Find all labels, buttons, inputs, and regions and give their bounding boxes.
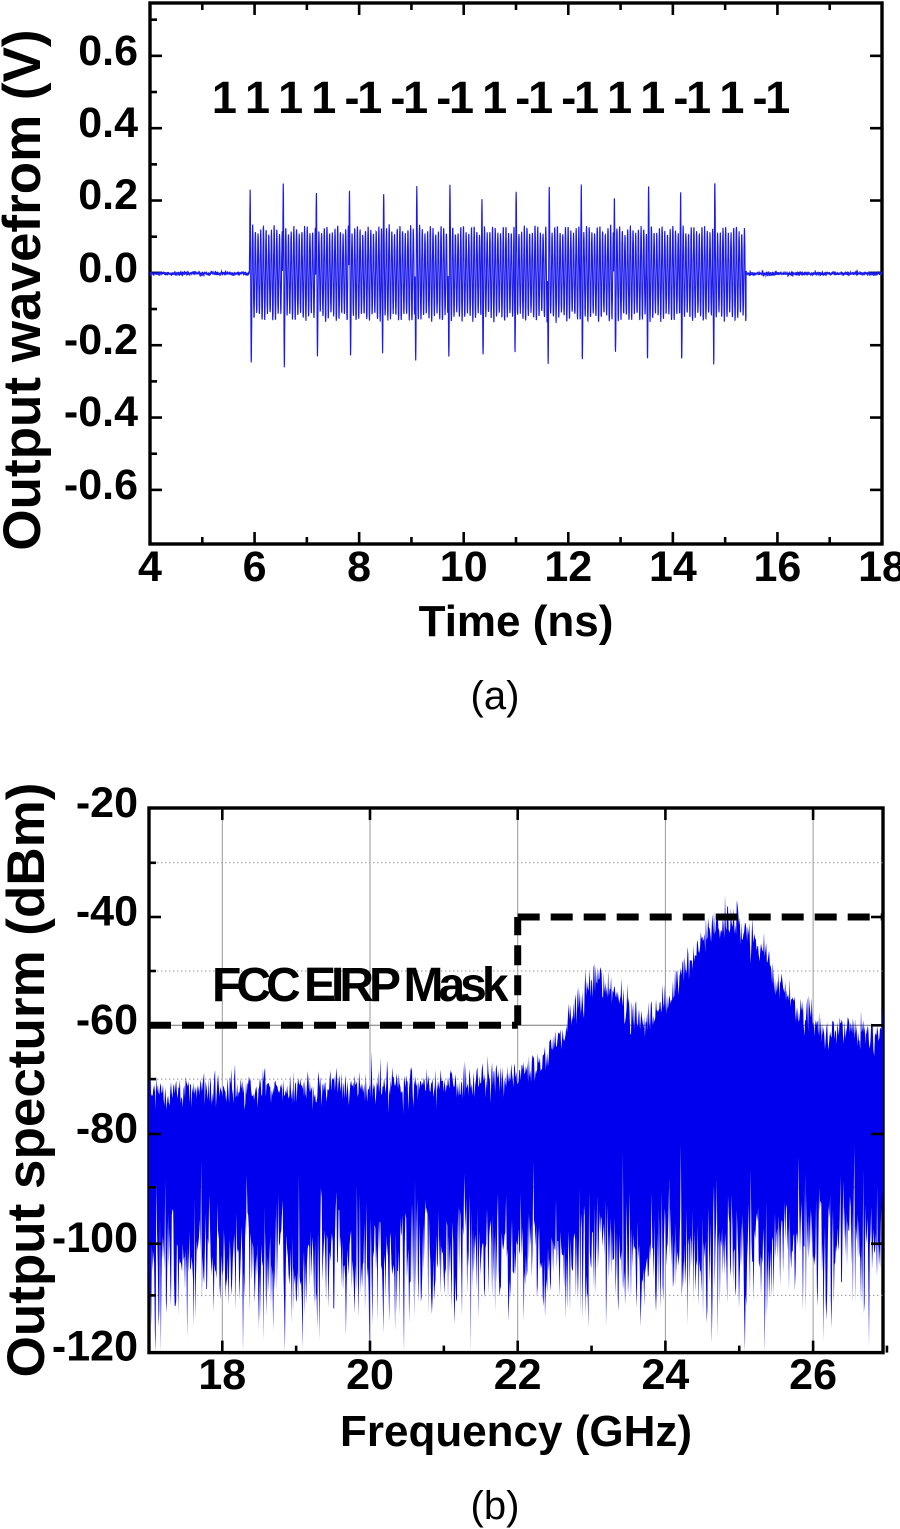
svg-text:-0.6: -0.6: [64, 461, 138, 509]
svg-text:-60: -60: [76, 996, 138, 1044]
svg-text:1 1 1 1 -1 -1 -1 1 -1 -1 1 1 -: 1 1 1 1 -1 -1 -1 1 -1 -1 1 1 -1 1 -1: [212, 72, 789, 123]
svg-text:-0.4: -0.4: [64, 388, 138, 436]
svg-text:4: 4: [138, 543, 162, 591]
svg-text:10: 10: [440, 543, 488, 591]
svg-text:(b): (b): [471, 1484, 520, 1528]
svg-text:6: 6: [243, 543, 267, 591]
svg-text:24: 24: [641, 1351, 689, 1399]
svg-text:-80: -80: [76, 1105, 138, 1153]
svg-text:Frequency (GHz): Frequency (GHz): [340, 1407, 692, 1456]
svg-text:-120: -120: [52, 1323, 138, 1371]
svg-text:0.4: 0.4: [78, 99, 138, 147]
svg-text:0.0: 0.0: [78, 244, 138, 292]
svg-text:Output specturm (dBm): Output specturm (dBm): [0, 783, 56, 1378]
svg-text:-0.2: -0.2: [64, 316, 138, 364]
svg-text:26: 26: [789, 1351, 837, 1399]
svg-text:22: 22: [494, 1351, 542, 1399]
svg-text:12: 12: [544, 543, 592, 591]
svg-text:Output wavefrom (V): Output wavefrom (V): [0, 29, 52, 550]
svg-text:8: 8: [347, 543, 371, 591]
svg-text:-100: -100: [52, 1214, 138, 1262]
svg-text:20: 20: [346, 1351, 394, 1399]
svg-text:Time (ns): Time (ns): [419, 597, 614, 646]
svg-text:18: 18: [198, 1351, 246, 1399]
svg-text:14: 14: [649, 543, 697, 591]
svg-text:0.6: 0.6: [78, 27, 138, 75]
svg-text:-20: -20: [76, 779, 138, 827]
svg-text:0.2: 0.2: [78, 171, 138, 219]
svg-text:-40: -40: [76, 888, 138, 936]
svg-text:(a): (a): [471, 674, 520, 718]
svg-text:FCC EIRP Mask: FCC EIRP Mask: [212, 959, 509, 1012]
svg-text:16: 16: [754, 543, 802, 591]
svg-text:18: 18: [858, 543, 900, 591]
